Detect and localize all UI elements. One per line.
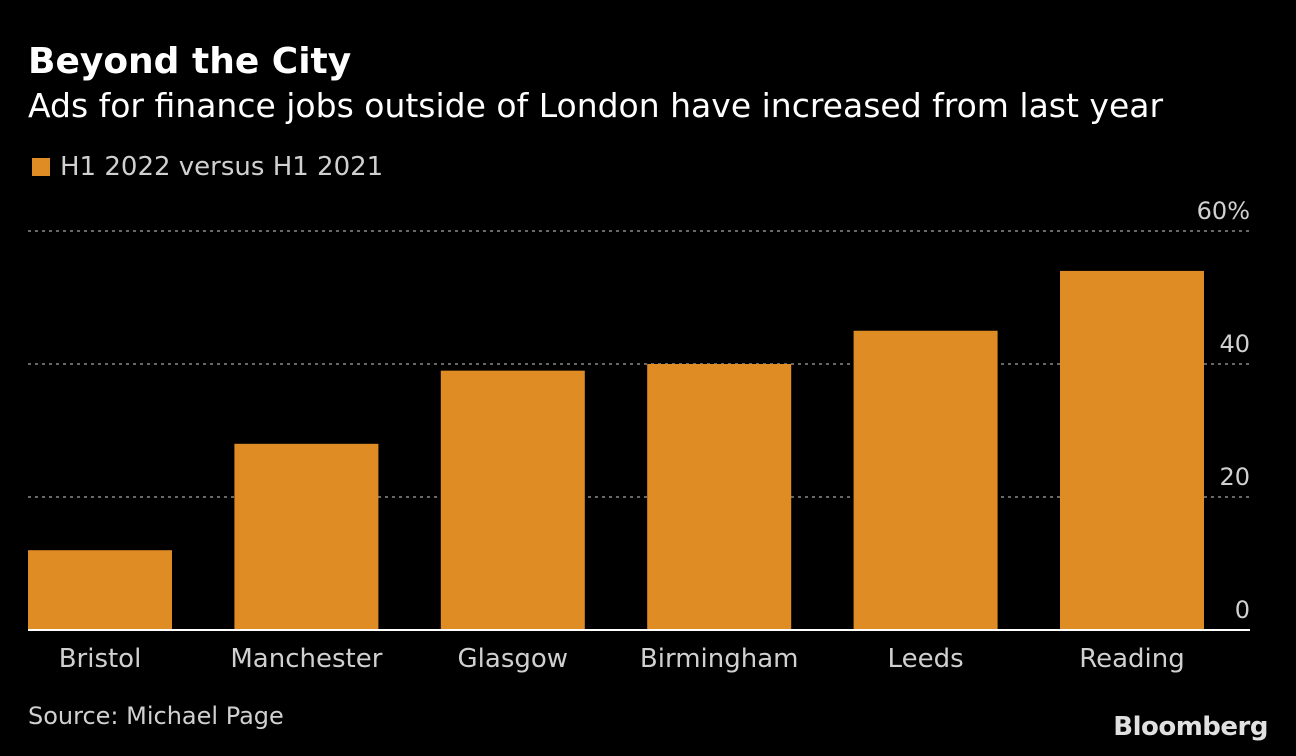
x-tick-label: Manchester [230,644,382,674]
x-tick-label: Bristol [59,644,142,674]
chart-subtitle: Ads for finance jobs outside of London h… [28,86,1164,125]
bar [440,370,585,630]
bar [28,550,172,630]
y-tick-label: 0 [1235,596,1250,624]
x-tick-label: Birmingham [640,644,799,674]
bar [234,443,379,630]
legend-swatch [32,158,50,176]
bar-chart: 0 20 40 60% Bristol Manchester Glasgow Birmingh… [28,197,1250,674]
y-tick-label: 60% [1197,197,1250,225]
y-tick-label: 40 [1219,330,1250,358]
y-tick-label: 20 [1219,463,1250,491]
x-tick-label: Reading [1079,644,1185,674]
legend: H1 2022 versus H1 2021 [32,152,383,182]
bar [853,330,998,630]
bar [1060,270,1204,630]
bar [647,364,792,630]
x-tick-label: Leeds [888,644,964,674]
bloomberg-logo: Bloomberg [1113,712,1268,742]
chart-title: Beyond the City [28,41,352,82]
legend-label: H1 2022 versus H1 2021 [60,152,384,182]
source-note: Source: Michael Page [28,702,284,730]
x-tick-label: Glasgow [458,644,569,674]
